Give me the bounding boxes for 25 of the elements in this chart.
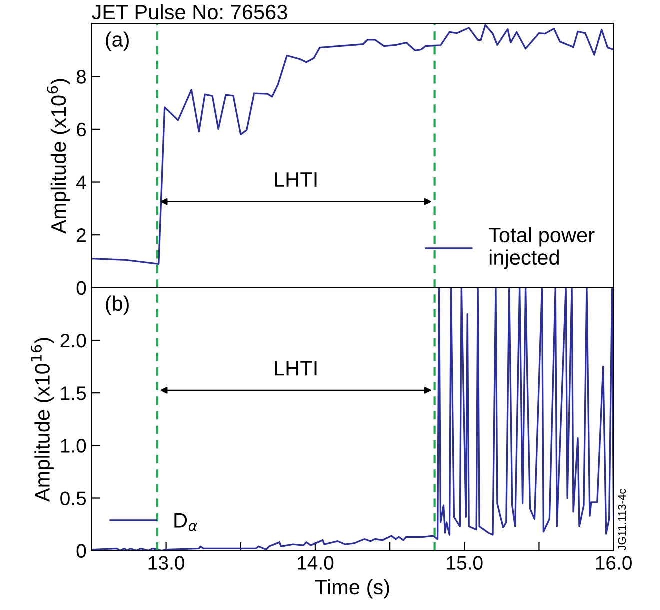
annotation: LHTI — [275, 361, 317, 376]
x-tick-label: 15.0 — [447, 556, 483, 570]
y-tick-label: 0 — [76, 281, 86, 296]
legend-label: Total power injected — [489, 227, 595, 270]
annotation: LHTI — [275, 172, 317, 187]
annotation: (b) — [106, 296, 129, 316]
x-axis-title: Time (s) — [315, 579, 390, 599]
text: JG11.113-4c — [618, 489, 626, 551]
y-tick-label: 2 — [77, 228, 86, 242]
y-tick-label: 1.0 — [61, 439, 86, 453]
y-tick-label: 2.0 — [60, 334, 86, 348]
y-axis-title: Amplitude (x10$^{16}$) — [30, 338, 54, 502]
x-tick-label: 16.0 — [596, 556, 632, 570]
y-tick-label: 6 — [77, 122, 86, 137]
y-tick-label: 8 — [76, 70, 86, 84]
y-tick-label: 4 — [76, 176, 86, 190]
legend-label: D$_{α}$ — [174, 513, 198, 532]
y-tick-label: 0.5 — [60, 492, 86, 506]
y-tick-label: 0 — [76, 544, 86, 558]
x-tick-label: 13.0 — [148, 556, 184, 570]
y-tick-label: 1.5 — [61, 386, 86, 400]
y-axis-title: Amplitude (x10$^{6}$) — [47, 79, 70, 234]
annotation: (a) — [106, 32, 129, 52]
chart-title: JET Pulse No: 76563 — [92, 4, 288, 20]
x-tick-label: 14.0 — [298, 556, 334, 570]
